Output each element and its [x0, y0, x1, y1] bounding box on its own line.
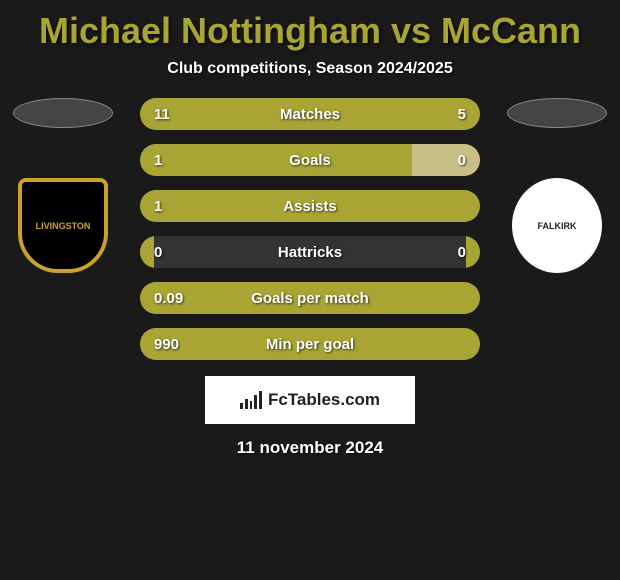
source-badge: FcTables.com	[205, 376, 415, 424]
left-player-column: LIVINGSTON	[8, 98, 118, 273]
stat-fill-right	[466, 236, 480, 268]
stats-bars: 11 5 Matches 1 0 Goals 1 Assists 0 0 Hattricks 0.09…	[140, 98, 480, 360]
stat-value-right: 0	[458, 152, 466, 169]
comparison-panel: LIVINGSTON FALKIRK 11 5 Matches 1 0 Goals 1 Ass…	[0, 98, 620, 458]
stat-value-left: 990	[154, 336, 179, 353]
stat-fill-left	[140, 236, 154, 268]
stat-label: Min per goal	[266, 336, 354, 353]
stat-value-right: 5	[458, 106, 466, 123]
stat-label: Assists	[283, 198, 336, 215]
stat-label: Goals	[289, 152, 331, 169]
stat-value-left: 1	[154, 152, 162, 169]
footer-date: 11 november 2024	[10, 438, 610, 458]
stat-bar: 11 5 Matches	[140, 98, 480, 130]
stat-fill-left	[140, 144, 412, 176]
stat-value-left: 11	[154, 106, 170, 123]
stat-bar: 0 0 Hattricks	[140, 236, 480, 268]
stat-label: Goals per match	[251, 290, 369, 307]
stat-label: Matches	[280, 106, 340, 123]
stat-value-left: 0.09	[154, 290, 183, 307]
subtitle: Club competitions, Season 2024/2025	[0, 60, 620, 78]
player-silhouette-right	[507, 98, 607, 128]
stat-value-left: 1	[154, 198, 162, 215]
club-badge-left: LIVINGSTON	[18, 178, 108, 273]
stat-label: Hattricks	[278, 244, 342, 261]
fctables-logo-icon	[240, 391, 262, 409]
player-silhouette-left	[13, 98, 113, 128]
stat-bar: 0.09 Goals per match	[140, 282, 480, 314]
stat-bar: 1 Assists	[140, 190, 480, 222]
stat-value-right: 0	[458, 244, 466, 261]
club-badge-right: FALKIRK	[512, 178, 602, 273]
stat-bar: 1 0 Goals	[140, 144, 480, 176]
stat-bar: 990 Min per goal	[140, 328, 480, 360]
source-text: FcTables.com	[268, 390, 380, 410]
stat-fill-right	[412, 144, 480, 176]
right-player-column: FALKIRK	[502, 98, 612, 273]
page-title: Michael Nottingham vs McCann	[0, 0, 620, 52]
stat-value-left: 0	[154, 244, 162, 261]
